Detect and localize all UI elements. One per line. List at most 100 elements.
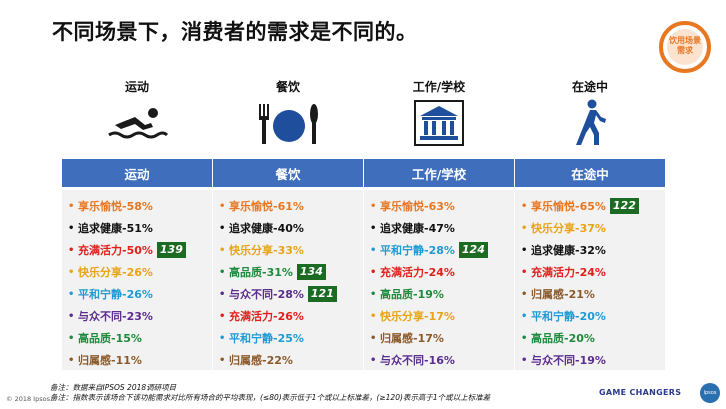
need-item-text: 高品质-31%: [229, 266, 293, 279]
need-item: • 归属感-21%: [521, 284, 595, 304]
bullet-icon: •: [68, 200, 75, 212]
need-item-text: 快乐分享-33%: [229, 244, 304, 257]
bullet-icon: •: [219, 266, 226, 278]
need-item-text: 平和宁静-25%: [229, 332, 304, 345]
bullet-icon: •: [370, 288, 377, 300]
need-item: • 享乐愉悦-63%: [370, 196, 455, 216]
ipsos-logo: Ipsos: [700, 383, 720, 403]
header-bar-work: 工作/学校: [364, 159, 514, 187]
need-item-text: 追求健康-51%: [78, 222, 153, 235]
index-tag: 124: [458, 242, 488, 258]
need-list-commute: • 享乐愉悦-65% 122 • 快乐分享-37% • 追求健康-32% • 充满活力-24% •…: [515, 190, 665, 370]
header-bar-commute: 在途中: [515, 159, 665, 187]
bullet-icon: •: [521, 288, 528, 300]
need-item-text: 高品质-20%: [531, 332, 595, 345]
need-item-text: 充满活力-24%: [531, 266, 606, 279]
need-item-text: 享乐愉悦-58%: [78, 200, 153, 213]
need-item: • 享乐愉悦-65% 122: [521, 196, 639, 216]
footnote-source: 备注：数据来自IPSOS 2018调研项目: [50, 383, 177, 392]
need-item-text: 平和宁静-20%: [531, 310, 606, 323]
need-list-sport: • 享乐愉悦-58% • 追求健康-51% • 充满活力-50% 139 • 快乐分享-26% •…: [62, 190, 212, 370]
bullet-icon: •: [521, 354, 528, 366]
bullet-icon: •: [219, 200, 226, 212]
need-item-text: 平和宁静-26%: [78, 288, 153, 301]
bullet-icon: •: [521, 310, 528, 322]
need-item-text: 享乐愉悦-61%: [229, 200, 304, 213]
bullet-icon: •: [521, 222, 528, 234]
need-item-text: 追求健康-32%: [531, 244, 606, 257]
need-item: • 充满活力-26%: [219, 306, 304, 326]
need-item: • 平和宁静-20%: [521, 306, 606, 326]
badge-circle-icon: [659, 21, 711, 73]
walker-icon: [515, 98, 665, 148]
need-item-text: 享乐愉悦-65%: [531, 200, 606, 213]
school-building-icon: [364, 98, 514, 148]
bullet-icon: •: [521, 266, 528, 278]
need-item-text: 充满活力-26%: [229, 310, 304, 323]
need-item: • 平和宁静-26%: [68, 284, 153, 304]
bullet-icon: •: [370, 354, 377, 366]
bullet-icon: •: [219, 222, 226, 234]
index-tag: 134: [296, 264, 326, 280]
swimmer-icon: [62, 98, 212, 148]
header-bar-sport: 运动: [62, 159, 212, 187]
copyright: © 2018 Ipsos.: [6, 395, 53, 403]
need-item: • 与众不同-16%: [370, 350, 455, 370]
need-item-text: 归属感-11%: [78, 354, 142, 367]
bullet-icon: •: [219, 332, 226, 344]
need-item-text: 归属感-22%: [229, 354, 293, 367]
need-item: • 快乐分享-17%: [370, 306, 455, 326]
bullet-icon: •: [521, 332, 528, 344]
page-title: 不同场景下，消费者的需求是不同的。: [52, 20, 418, 44]
bullet-icon: •: [521, 244, 528, 256]
need-list-dining: • 享乐愉悦-61% • 追求健康-40% • 快乐分享-33% • 高品质-31% 134 • 与…: [213, 190, 363, 370]
bullet-icon: •: [68, 332, 75, 344]
need-item: • 追求健康-51%: [68, 218, 153, 238]
need-item: • 高品质-31% 134: [219, 262, 326, 282]
brand-game-changers: GAME CHANGERS: [599, 388, 682, 397]
need-item: • 高品质-20%: [521, 328, 595, 348]
need-item-text: 充满活力-50%: [78, 244, 153, 257]
need-item-text: 充满活力-24%: [380, 266, 455, 279]
need-item-text: 与众不同-19%: [531, 354, 606, 367]
need-item: • 与众不同-19%: [521, 350, 606, 370]
bullet-icon: •: [370, 266, 377, 278]
need-item-text: 归属感-17%: [380, 332, 444, 345]
dining-icon: [213, 98, 363, 148]
need-item: • 充满活力-24%: [521, 262, 606, 282]
need-item: • 快乐分享-26%: [68, 262, 153, 282]
need-item-text: 追求健康-40%: [229, 222, 304, 235]
need-item-text: 享乐愉悦-63%: [380, 200, 455, 213]
need-item-text: 高品质-19%: [380, 288, 444, 301]
need-item: • 与众不同-23%: [68, 306, 153, 326]
footnote-index: 备注：指数表示该场合下该功能需求对比所有场合的平均表现，(≤80)表示低于1个或…: [50, 393, 491, 402]
need-item-text: 与众不同-23%: [78, 310, 153, 323]
need-item: • 平和宁静-28% 124: [370, 240, 488, 260]
need-item-text: 平和宁静-28%: [380, 244, 455, 257]
bullet-icon: •: [219, 288, 226, 300]
bullet-icon: •: [521, 200, 528, 212]
bullet-icon: •: [370, 244, 377, 256]
need-item: • 归属感-17%: [370, 328, 444, 348]
bullet-icon: •: [370, 332, 377, 344]
need-item-text: 与众不同-16%: [380, 354, 455, 367]
need-item-text: 追求健康-47%: [380, 222, 455, 235]
need-item: • 充满活力-24%: [370, 262, 455, 282]
bullet-icon: •: [68, 354, 75, 366]
need-item-text: 快乐分享-26%: [78, 266, 153, 279]
need-list-work: • 享乐愉悦-63% • 追求健康-47% • 平和宁静-28% 124 • 充满活力-24% •…: [364, 190, 514, 370]
bullet-icon: •: [68, 244, 75, 256]
need-item: • 快乐分享-33%: [219, 240, 304, 260]
bullet-icon: •: [219, 310, 226, 322]
column-heading-sport: 运动: [124, 80, 149, 94]
need-item-text: 与众不同-28%: [229, 288, 304, 301]
need-item: • 与众不同-28% 121: [219, 284, 337, 304]
need-item: • 充满活力-50% 139: [68, 240, 186, 260]
need-item-text: 归属感-21%: [531, 288, 595, 301]
need-item: • 归属感-22%: [219, 350, 293, 370]
need-item: • 归属感-11%: [68, 350, 142, 370]
column-heading-commute: 在途中: [571, 80, 608, 94]
need-item: • 高品质-15%: [68, 328, 142, 348]
bullet-icon: •: [219, 244, 226, 256]
footnotes: 备注：数据来自IPSOS 2018调研项目 备注：指数表示该场合下该功能需求对比…: [50, 383, 490, 403]
